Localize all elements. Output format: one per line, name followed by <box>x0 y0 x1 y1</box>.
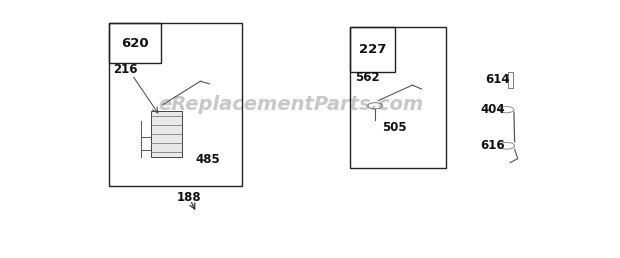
Text: 216: 216 <box>113 63 138 76</box>
Bar <box>108 23 161 63</box>
Bar <box>350 27 446 168</box>
Bar <box>108 23 242 186</box>
Text: 614: 614 <box>485 74 510 86</box>
Text: 616: 616 <box>480 139 505 152</box>
Text: 562: 562 <box>355 71 379 84</box>
Text: eReplacementParts.com: eReplacementParts.com <box>159 95 424 114</box>
Bar <box>508 72 513 88</box>
Text: 620: 620 <box>121 37 149 50</box>
Text: 505: 505 <box>383 121 407 134</box>
Text: 404: 404 <box>480 103 505 116</box>
Bar <box>350 27 395 72</box>
Text: 485: 485 <box>195 154 220 166</box>
Text: 227: 227 <box>359 43 386 56</box>
Text: 188: 188 <box>177 191 202 204</box>
Bar <box>151 111 182 157</box>
